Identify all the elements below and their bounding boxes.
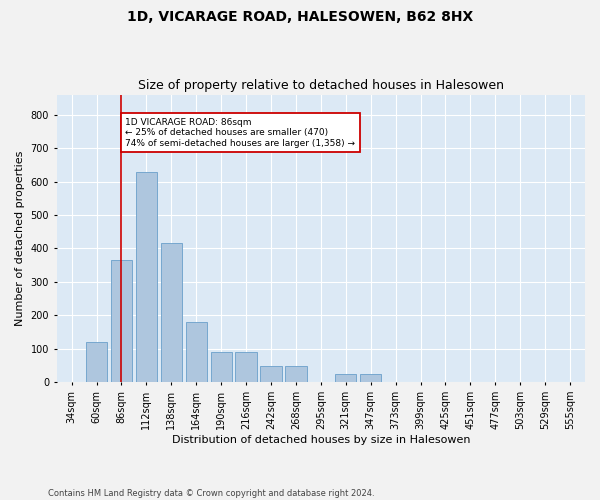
Bar xyxy=(260,366,281,382)
Bar xyxy=(211,352,232,382)
Text: 1D, VICARAGE ROAD, HALESOWEN, B62 8HX: 1D, VICARAGE ROAD, HALESOWEN, B62 8HX xyxy=(127,10,473,24)
Text: Contains HM Land Registry data © Crown copyright and database right 2024.: Contains HM Land Registry data © Crown c… xyxy=(48,488,374,498)
Bar xyxy=(235,352,257,382)
Y-axis label: Number of detached properties: Number of detached properties xyxy=(15,150,25,326)
Bar xyxy=(286,366,307,382)
Text: 1D VICARAGE ROAD: 86sqm
← 25% of detached houses are smaller (470)
74% of semi-d: 1D VICARAGE ROAD: 86sqm ← 25% of detache… xyxy=(125,118,355,148)
Bar xyxy=(161,244,182,382)
Bar xyxy=(86,342,107,382)
Title: Size of property relative to detached houses in Halesowen: Size of property relative to detached ho… xyxy=(138,79,504,92)
Bar xyxy=(335,374,356,382)
Bar xyxy=(111,260,132,382)
X-axis label: Distribution of detached houses by size in Halesowen: Distribution of detached houses by size … xyxy=(172,435,470,445)
Bar xyxy=(185,322,207,382)
Bar xyxy=(136,172,157,382)
Bar xyxy=(360,374,381,382)
